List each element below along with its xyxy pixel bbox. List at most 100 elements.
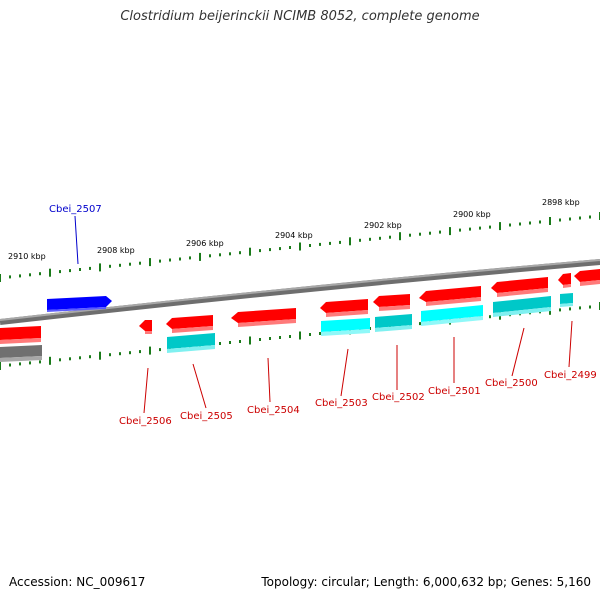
scale-label-2906: 2906 kbp bbox=[186, 239, 224, 248]
backbone-arc-highlight bbox=[0, 259, 600, 321]
gene-label-cbei-2503[interactable]: Cbei_2503 bbox=[315, 398, 368, 409]
lower-scale-tick bbox=[259, 338, 261, 341]
lower-scale-tick bbox=[109, 353, 111, 357]
cds-feature-cbei-2503[interactable] bbox=[321, 318, 370, 336]
gene-feature-cbei-2507[interactable] bbox=[47, 296, 112, 312]
gene-feature-cbei-2503[interactable] bbox=[320, 299, 368, 317]
upper-scale-tick bbox=[179, 257, 181, 261]
gene-label-cbei-2502[interactable]: Cbei_2502 bbox=[372, 392, 425, 403]
upper-scale-tick bbox=[459, 228, 461, 232]
lower-scale-tick bbox=[0, 362, 1, 370]
gene-label-cbei-2501[interactable]: Cbei_2501 bbox=[428, 386, 481, 397]
scale-label-2902: 2902 kbp bbox=[364, 221, 402, 230]
lower-scale-tick bbox=[159, 348, 161, 352]
scale-label-2908: 2908 kbp bbox=[97, 246, 135, 255]
upper-scale-tick bbox=[239, 251, 241, 255]
upper-scale-tick bbox=[559, 218, 561, 222]
upper-scale-tick bbox=[259, 249, 261, 253]
gene-feature-left-edge[interactable] bbox=[0, 326, 41, 344]
lower-scale-tick bbox=[29, 361, 31, 365]
lower-scale-tick bbox=[569, 307, 571, 311]
upper-scale-tick bbox=[229, 252, 231, 256]
upper-scale-tick bbox=[369, 237, 371, 241]
upper-scale-tick bbox=[69, 269, 71, 273]
upper-scale-tick bbox=[529, 221, 531, 225]
gene-feature-cbei-2499[interactable] bbox=[558, 273, 571, 288]
scale-label-2900: 2900 kbp bbox=[453, 210, 491, 219]
lower-scale-tick bbox=[219, 342, 221, 345]
lower-scale-tick bbox=[89, 355, 91, 359]
upper-scale-tick bbox=[419, 232, 421, 236]
upper-scale-tick bbox=[59, 270, 61, 274]
lower-scale-tick bbox=[9, 363, 11, 367]
cds-feature-cbei-2505[interactable] bbox=[167, 333, 215, 353]
map-title: Clostridium beijerinckii NCIMB 8052, com… bbox=[120, 9, 480, 24]
gene-feature-cbei-2505[interactable] bbox=[166, 315, 213, 333]
lower-scale-tick bbox=[559, 308, 561, 312]
gene-label-cbei-2506[interactable]: Cbei_2506 bbox=[119, 416, 172, 427]
gene-label-cbei-2499[interactable]: Cbei_2499 bbox=[544, 370, 597, 381]
upper-scale-tick bbox=[149, 258, 151, 267]
upper-scale-tick bbox=[439, 230, 441, 234]
upper-scale-tick bbox=[519, 222, 521, 226]
upper-scale-tick bbox=[139, 261, 141, 265]
upper-scale-tick bbox=[399, 232, 401, 241]
upper-scale-tick bbox=[479, 226, 481, 230]
scale-label-2904: 2904 kbp bbox=[275, 231, 313, 240]
upper-scale-tick bbox=[199, 252, 201, 261]
upper-scale-tick bbox=[109, 264, 111, 268]
upper-scale-tick bbox=[539, 220, 541, 224]
upper-scale-tick bbox=[579, 216, 581, 220]
label-leaders bbox=[74, 215, 573, 414]
gene-feature-cbei-2502[interactable] bbox=[373, 294, 410, 311]
upper-scale-tick bbox=[269, 248, 271, 252]
upper-scale-tick bbox=[449, 227, 451, 236]
upper-scale-tick bbox=[299, 242, 301, 251]
cds-feature-cbei-2500[interactable] bbox=[493, 296, 551, 317]
lower-scale-tick bbox=[299, 331, 301, 340]
upper-scale-tick bbox=[329, 241, 331, 245]
upper-scale-tick bbox=[169, 258, 171, 262]
lower-scale-tick bbox=[39, 360, 41, 364]
scale-label-2898: 2898 kbp bbox=[542, 198, 580, 207]
upper-scale-tick bbox=[49, 268, 51, 277]
upper-scale-tick bbox=[389, 235, 391, 239]
gene-feature-cbei-2504[interactable] bbox=[231, 308, 296, 327]
lower-scale-tick bbox=[119, 352, 121, 356]
lower-scale-tick bbox=[309, 333, 311, 336]
upper-scale-tick bbox=[249, 247, 251, 256]
cds-feature-cbei-2501[interactable] bbox=[421, 305, 483, 326]
genome-summary-text: Topology: circular; Length: 6,000,632 bp… bbox=[261, 575, 591, 589]
lower-scale-tick bbox=[269, 337, 271, 340]
backbone-arc bbox=[0, 259, 600, 325]
lower-scale-tick bbox=[59, 358, 61, 362]
upper-scale-tick bbox=[499, 222, 501, 231]
gene-label-cbei-2505[interactable]: Cbei_2505 bbox=[180, 411, 233, 422]
other-feature-left-edge[interactable] bbox=[0, 345, 42, 362]
gene-label-cbei-2504[interactable]: Cbei_2504 bbox=[247, 405, 300, 416]
gene-feature-cbei-2501[interactable] bbox=[419, 286, 481, 306]
upper-scale-tick bbox=[9, 275, 11, 279]
upper-scale-tick bbox=[409, 233, 411, 237]
upper-scale-tick bbox=[0, 274, 1, 282]
upper-scale-tick bbox=[379, 236, 381, 240]
cds-feature-cbei-2499[interactable] bbox=[560, 293, 573, 307]
upper-scale-tick bbox=[289, 246, 291, 249]
upper-scale-tick bbox=[189, 256, 191, 260]
upper-scale-tick bbox=[129, 262, 131, 266]
upper-scale-tick bbox=[489, 225, 491, 229]
upper-scale-tick bbox=[569, 217, 571, 221]
upper-scale-tick bbox=[79, 268, 81, 271]
upper-scale-tick bbox=[39, 272, 41, 276]
gene-feature-cbei-2500[interactable] bbox=[491, 277, 548, 297]
gene-feature-cbei-2506[interactable] bbox=[139, 320, 152, 334]
cds-feature-cbei-2502[interactable] bbox=[375, 314, 412, 332]
scale-label-2910: 2910 kbp bbox=[8, 252, 46, 261]
gene-feature-right-edge[interactable] bbox=[574, 269, 600, 286]
gene-label-cbei-2500[interactable]: Cbei_2500 bbox=[485, 378, 538, 389]
upper-scale-tick bbox=[469, 227, 471, 231]
upper-scale-tick bbox=[19, 274, 21, 278]
upper-scale-tick bbox=[309, 244, 311, 247]
gene-label-cbei-2507[interactable]: Cbei_2507 bbox=[49, 204, 102, 215]
